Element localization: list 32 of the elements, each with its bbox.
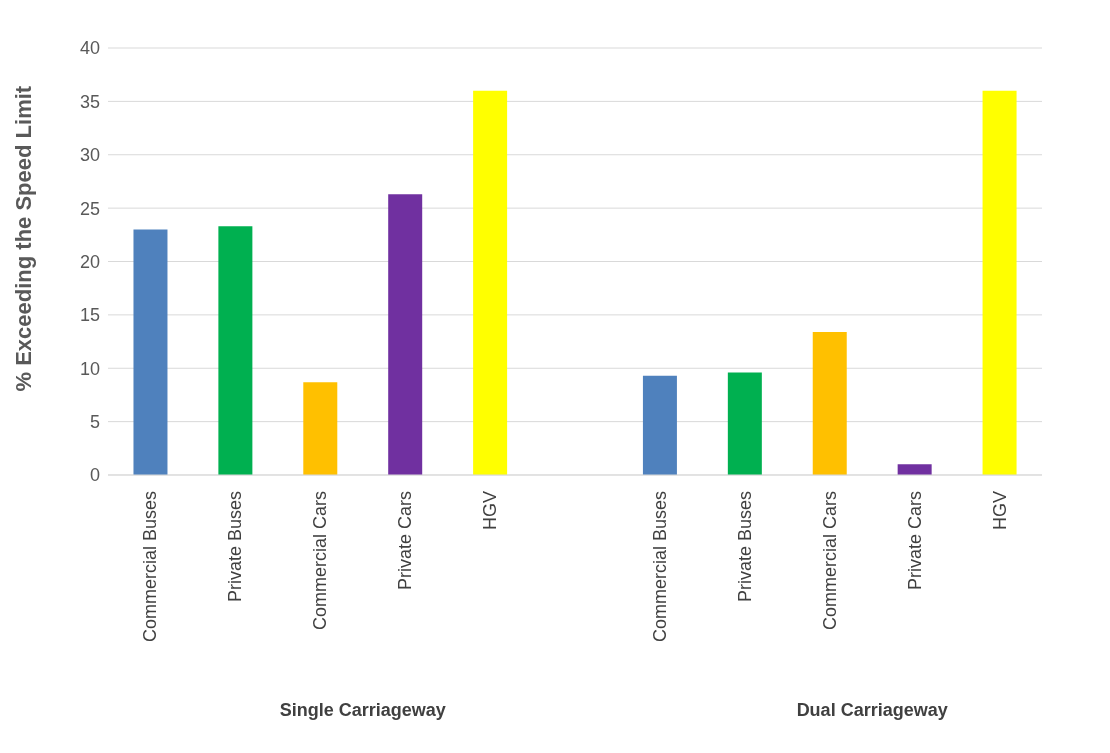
x-tick-label: Commercial Buses <box>649 491 670 643</box>
x-tick-label: HGV <box>989 491 1010 531</box>
bar <box>727 372 762 475</box>
x-tick-label: Commercial Cars <box>819 491 840 631</box>
bar <box>473 90 508 475</box>
y-tick-label: 30 <box>79 145 100 166</box>
y-tick-label: 35 <box>79 91 100 112</box>
bar <box>642 375 677 475</box>
y-tick-label: 5 <box>89 412 100 433</box>
bar <box>897 464 932 475</box>
x-tick-label: Private Buses <box>734 491 755 603</box>
y-tick-label: 15 <box>79 305 100 326</box>
x-tick-label: Commercial Buses <box>140 491 161 643</box>
text: Dual Carriageway <box>795 700 949 721</box>
y-tick-label: 40 <box>79 38 100 59</box>
bar <box>303 382 338 475</box>
y-tick-label: 20 <box>79 251 100 272</box>
bar <box>133 229 168 475</box>
x-tick-label: HGV <box>480 491 501 531</box>
x-tick-label: Commercial Cars <box>310 491 331 631</box>
y-axis-title: % Exceeding the Speed Limit <box>10 85 36 392</box>
bar <box>812 331 847 475</box>
y-tick-label: 10 <box>79 358 100 379</box>
bar <box>218 226 253 475</box>
bar <box>982 90 1017 475</box>
y-tick-label: 0 <box>89 465 100 486</box>
text: Single Carriageway <box>278 700 447 721</box>
y-tick-label: 25 <box>79 198 100 219</box>
x-tick-label: Private Cars <box>904 491 925 591</box>
x-tick-label: Private Buses <box>225 491 246 603</box>
x-tick-label: Private Cars <box>395 491 416 591</box>
bar <box>388 194 423 475</box>
